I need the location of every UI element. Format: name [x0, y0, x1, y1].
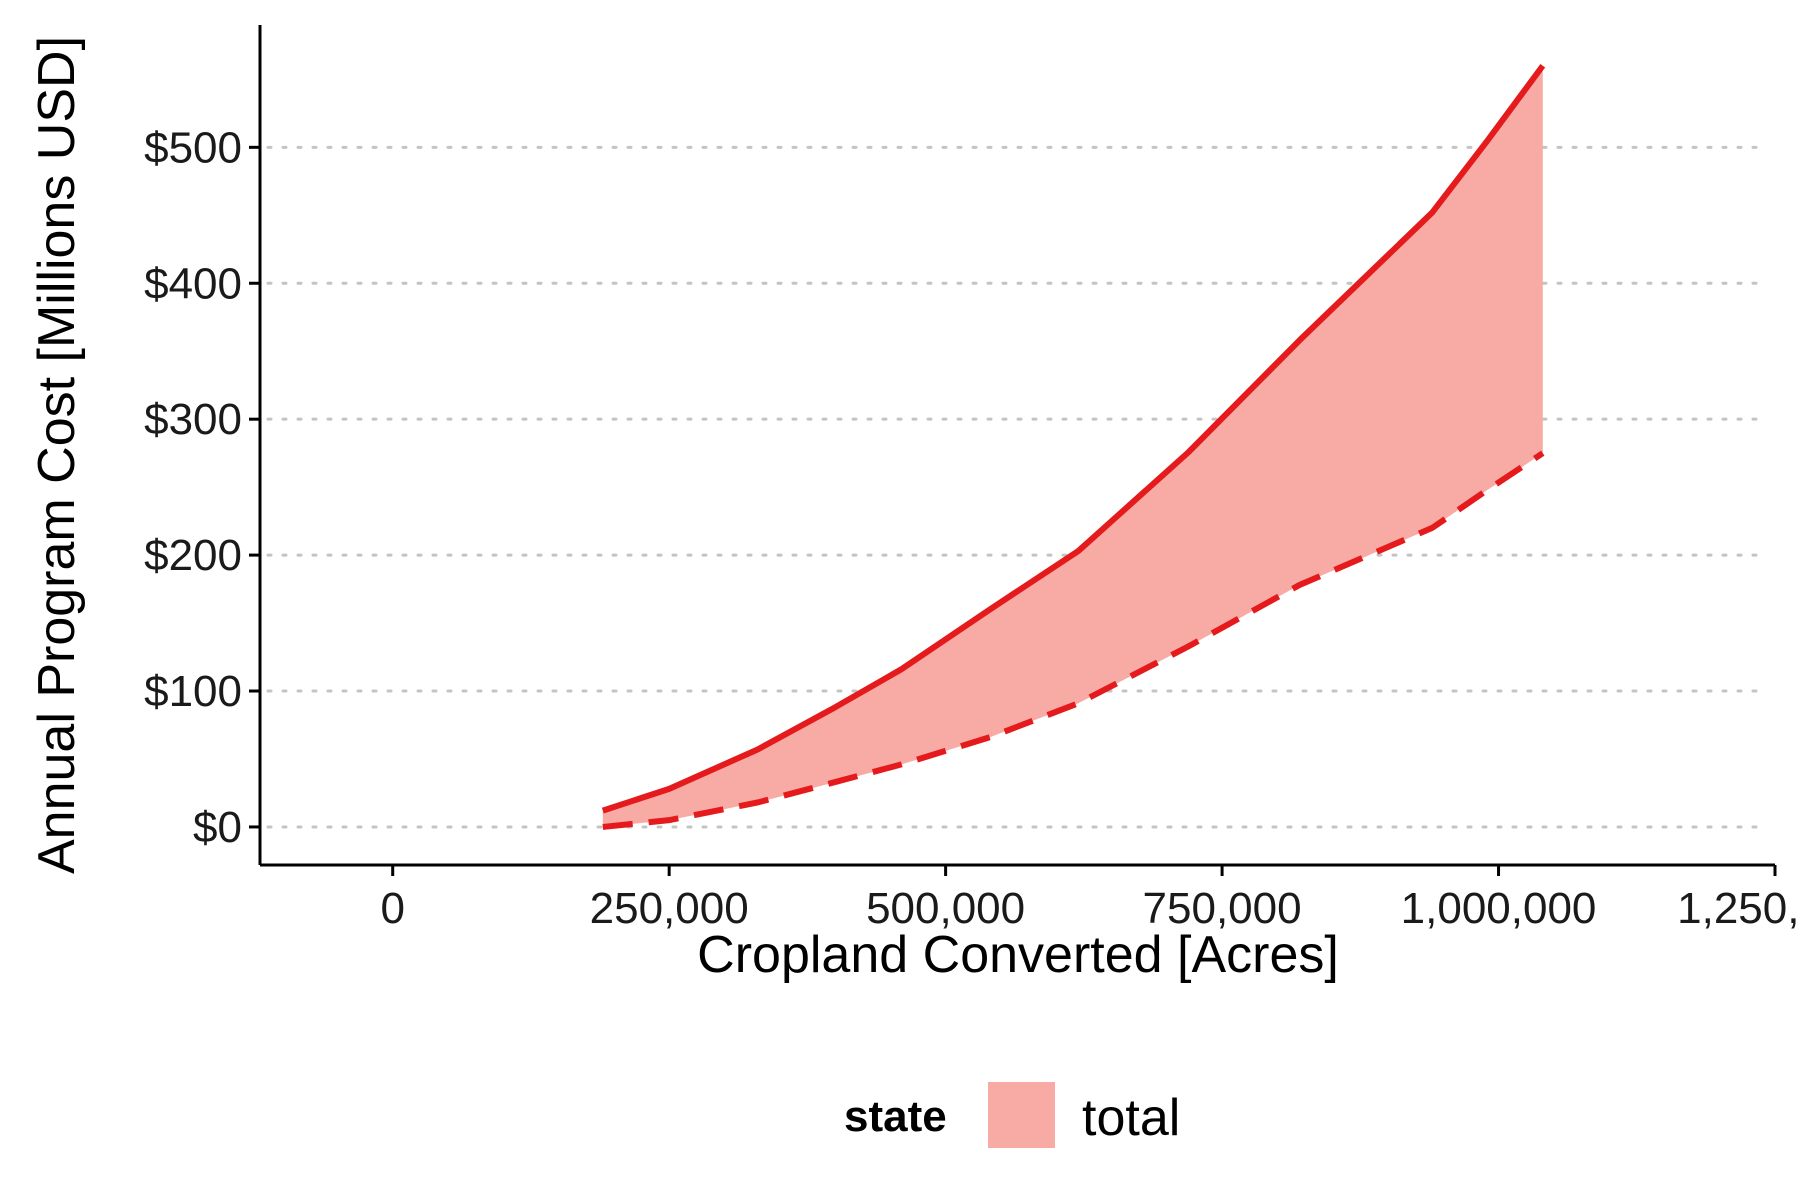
y-tick-label-2: $200 — [144, 531, 242, 580]
x-tick-label-4: 1,000,000 — [1401, 884, 1597, 933]
ribbon-area — [602, 65, 1543, 827]
y-tick-label-4: $400 — [144, 259, 242, 308]
y-tick-label-3: $300 — [144, 395, 242, 444]
legend-swatch-total — [988, 1082, 1055, 1148]
y-tick-label-0: $0 — [193, 803, 242, 852]
lower-line — [602, 450, 1545, 830]
y-axis-title: Annual Program Cost [Millions USD] — [28, 36, 86, 874]
x-tick-label-0: 0 — [380, 884, 404, 933]
x-tick-label-3: 750,000 — [1143, 884, 1302, 933]
x-tick-label-1: 250,000 — [590, 884, 749, 933]
x-tick-label-2: 500,000 — [866, 884, 1025, 933]
x-tick-label-5: 1,250,000 — [1677, 884, 1800, 933]
x-axis-title: Cropland Converted [Acres] — [697, 926, 1339, 984]
legend: state total — [844, 1082, 1180, 1148]
legend-label-total: total — [1082, 1089, 1180, 1147]
series-total — [601, 63, 1546, 830]
legend-title: state — [844, 1092, 947, 1141]
upper-line — [601, 63, 1546, 814]
y-tick-label-1: $100 — [144, 667, 242, 716]
y-tick-label-5: $500 — [144, 123, 242, 172]
axes: $0 $100 $200 $300 $400 $500 0 250,000 500,000 750… — [144, 25, 1800, 933]
